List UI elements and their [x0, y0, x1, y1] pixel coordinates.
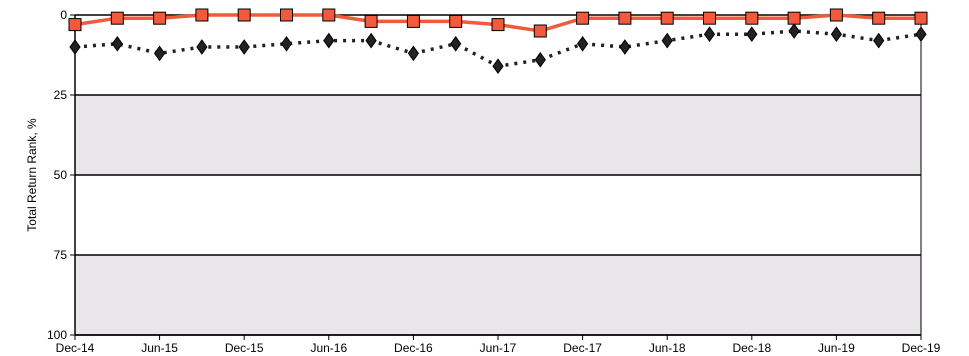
diamond-marker: [365, 32, 377, 49]
square-marker: [829, 8, 843, 22]
y-tick-label-75: 75: [54, 248, 68, 262]
diamond-marker: [238, 39, 250, 55]
y-tick-label-25: 25: [54, 88, 68, 102]
x-tick-label-1: Jun-15: [141, 341, 178, 355]
series-1: [69, 23, 927, 75]
diamond-marker: [323, 32, 335, 49]
square-marker: [195, 8, 209, 22]
axes: [70, 14, 922, 340]
square-marker: [237, 8, 251, 22]
x-tick-labels: Dec-14 Jun-15 Dec-15 Jun-16 Dec-16 Jun-17 Dec-…: [56, 341, 941, 355]
square-marker: [787, 11, 801, 25]
square-marker: [914, 11, 928, 25]
y-tick-label-50: 50: [54, 168, 68, 182]
quartile-band-1: [75, 255, 921, 335]
x-tick-label-5: Jun-17: [480, 341, 517, 355]
diamond-marker: [111, 35, 123, 52]
diamond-marker: [703, 26, 716, 43]
square-marker: [110, 11, 124, 25]
x-tick-label-10: Dec-19: [902, 341, 941, 355]
square-marker: [322, 8, 336, 22]
square-marker: [280, 8, 293, 22]
x-tick-label-6: Dec-17: [563, 341, 602, 355]
square-marker: [660, 11, 674, 25]
diamond-marker: [450, 35, 462, 52]
square-marker: [153, 11, 167, 25]
quartile-bands: [75, 95, 921, 335]
x-tick-label-9: Jun-19: [818, 341, 855, 355]
diamond-marker: [788, 23, 800, 39]
series-0: [68, 8, 928, 38]
x-tick-label-0: Dec-14: [56, 341, 95, 355]
x-tick-label-4: Dec-16: [394, 341, 433, 355]
diamond-marker: [873, 32, 885, 49]
square-marker: [449, 14, 463, 28]
square-marker: [533, 24, 547, 38]
diamond-marker: [661, 32, 673, 49]
diamond-marker: [492, 58, 504, 75]
quartile-band-0: [75, 95, 921, 175]
square-marker: [576, 11, 590, 25]
square-marker: [745, 11, 759, 25]
square-marker: [491, 18, 505, 32]
diamond-marker: [619, 39, 631, 55]
diamond-marker: [576, 35, 589, 52]
diamond-marker: [69, 39, 81, 55]
diamond-marker: [407, 45, 420, 62]
square-marker: [406, 14, 420, 28]
square-marker: [703, 11, 716, 25]
diamond-marker: [280, 35, 293, 52]
x-tick-label-7: Jun-18: [649, 341, 686, 355]
diamond-marker: [153, 45, 166, 62]
y-tick-label-100: 100: [47, 328, 67, 342]
square-marker: [618, 11, 632, 25]
diamond-marker: [830, 26, 843, 43]
diamond-marker: [196, 39, 208, 55]
y-tick-label-0: 0: [60, 8, 67, 22]
x-tick-label-8: Dec-18: [732, 341, 771, 355]
x-tick-label-2: Dec-15: [225, 341, 264, 355]
square-marker: [872, 11, 886, 25]
y-tick-labels: 0 25 50 75 100: [47, 8, 67, 342]
series-layer: [68, 8, 928, 75]
square-marker: [68, 18, 82, 32]
diamond-marker: [915, 26, 927, 43]
diamond-marker: [746, 26, 758, 43]
y-axis-label: Total Return Rank, %: [25, 118, 39, 232]
square-marker: [364, 14, 378, 28]
x-tick-label-3: Jun-16: [310, 341, 347, 355]
diamond-marker: [534, 51, 546, 68]
